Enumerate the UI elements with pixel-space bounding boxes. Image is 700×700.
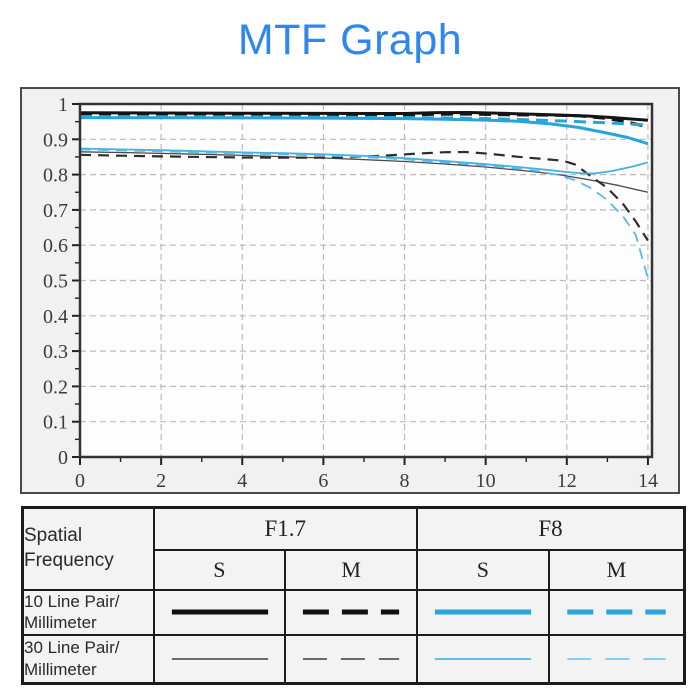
column-header-f17-m: M xyxy=(284,549,419,591)
legend-table: Spatial Frequency F1.7 F8 S M S M 10 Lin… xyxy=(21,506,686,685)
row-label-10lp: 10 Line Pair/ Millimeter xyxy=(21,589,155,636)
x-tick-label: 12 xyxy=(557,470,577,488)
curve-f8-m-10 xyxy=(79,115,648,127)
y-tick-label: 0.2 xyxy=(43,376,68,398)
plot-frame xyxy=(78,102,654,459)
legend-line-f8-s-10 xyxy=(434,609,532,615)
mtf-chart-svg: 1 0.9 0.8 0.7 0.6 0.5 0.4 0.3 0.2 0.1 00 2 4 6 8 10 12 14 xyxy=(43,94,658,488)
y-tick-label: 1 xyxy=(58,94,68,116)
x-tick-label: 0 xyxy=(75,470,85,488)
legend-line-f8-s-30 xyxy=(434,657,532,660)
y-tick-label: 0.1 xyxy=(43,412,68,434)
curve-f17-s-30 xyxy=(79,151,649,193)
legend-line-f8-m-30 xyxy=(567,657,666,660)
y-tick-label: 0.8 xyxy=(43,165,68,187)
y-tick-label: 0.5 xyxy=(43,271,68,293)
legend-row-30lp: 30 Line Pair/ Millimeter xyxy=(21,633,686,684)
column-header-f17-s: S xyxy=(152,549,287,591)
y-tick-label: 0.6 xyxy=(43,235,68,257)
x-tick-label: 2 xyxy=(156,470,166,488)
curve-f8-s-30 xyxy=(79,147,649,175)
aperture-header-f17: F1.7 xyxy=(152,506,419,551)
column-header-f8-m: M xyxy=(547,549,686,591)
x-tick-label: 4 xyxy=(237,470,247,488)
mtf-chart-box: 1 0.9 0.8 0.7 0.6 0.5 0.4 0.3 0.2 0.1 0 0 2 4 6 8 10 12 14 xyxy=(20,87,680,494)
legend-line-f17-m-30 xyxy=(303,657,400,660)
x-tick-label: 6 xyxy=(318,470,328,488)
y-tick-label: 0 xyxy=(58,447,68,469)
spatial-frequency-header: Spatial Frequency xyxy=(21,506,155,591)
row-label-30lp: 30 Line Pair/ Millimeter xyxy=(21,633,155,684)
x-tick-label: 8 xyxy=(400,470,410,488)
legend-line-f17-m-10 xyxy=(303,609,400,615)
curve-f17-s-10 xyxy=(79,111,649,122)
y-tick-label: 0.9 xyxy=(43,129,68,151)
curve-f8-m-30 xyxy=(79,148,649,279)
y-tick-label: 0.4 xyxy=(43,306,68,328)
x-tick-label: 14 xyxy=(638,470,658,488)
legend-line-f17-s-30 xyxy=(171,657,268,660)
legend-line-f8-m-10 xyxy=(567,609,666,615)
y-tick-label: 0.7 xyxy=(43,200,68,222)
legend-line-f17-s-10 xyxy=(171,609,268,615)
curve-f17-m-30 xyxy=(79,150,649,242)
page-title: MTF Graph xyxy=(237,16,463,64)
x-tick-label: 10 xyxy=(476,470,496,488)
aperture-header-f8: F8 xyxy=(416,506,686,551)
column-header-f8-s: S xyxy=(416,549,550,591)
legend-row-10lp: 10 Line Pair/ Millimeter xyxy=(21,589,686,636)
y-tick-label: 0.3 xyxy=(43,341,68,363)
